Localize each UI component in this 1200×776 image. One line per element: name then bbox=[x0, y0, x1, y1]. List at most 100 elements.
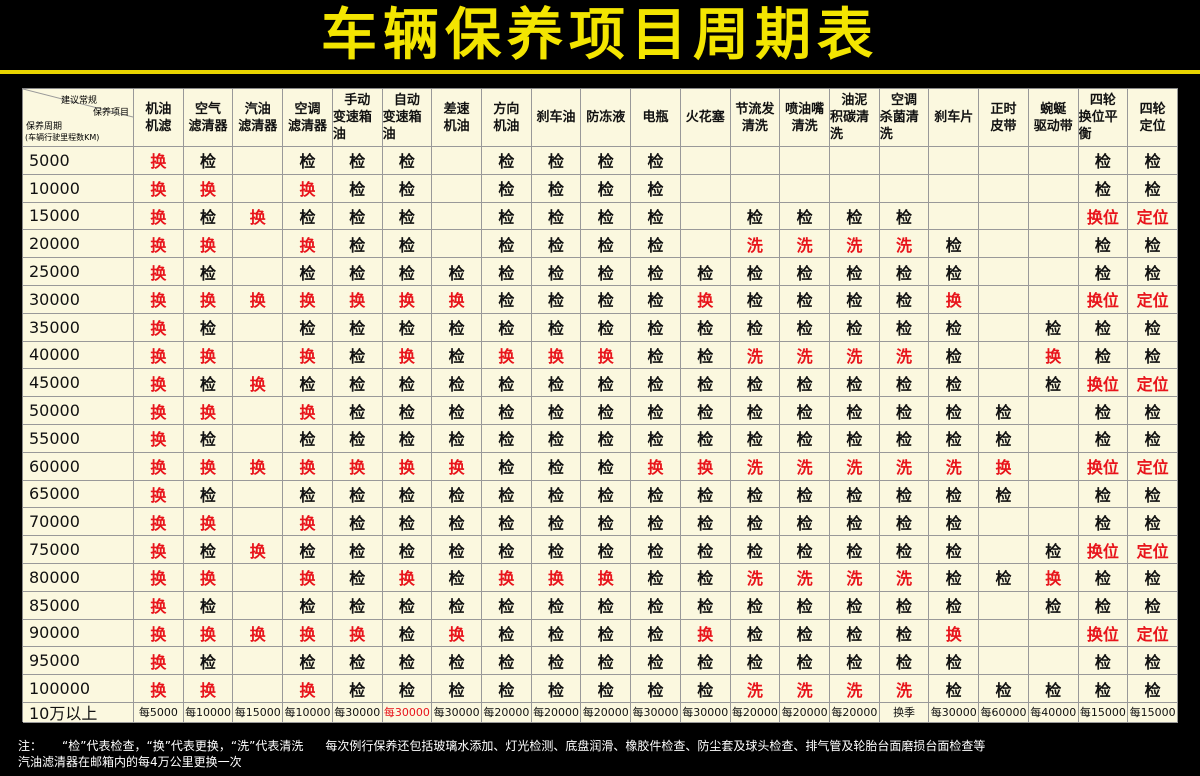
cell: 检 bbox=[1078, 230, 1129, 259]
cell: 换 bbox=[929, 619, 980, 648]
cell: 检 bbox=[1028, 313, 1079, 342]
cell: 检 bbox=[879, 536, 930, 564]
cell: 检 bbox=[879, 397, 930, 425]
cell: 检 bbox=[1078, 397, 1129, 425]
cell: 检 bbox=[332, 147, 383, 175]
cell: 检 bbox=[830, 369, 880, 398]
cell: 检 bbox=[680, 536, 731, 564]
cell: 检 bbox=[680, 424, 731, 453]
cell: 检 bbox=[432, 563, 482, 592]
cell: 检 bbox=[432, 536, 482, 564]
cell bbox=[929, 147, 980, 175]
column-header-line: 正时 bbox=[990, 101, 1017, 117]
cell bbox=[979, 230, 1029, 259]
cell: 检 bbox=[382, 424, 433, 453]
cell: 换 bbox=[382, 285, 433, 314]
legend-text: ”代表清洗 bbox=[249, 739, 304, 753]
cell: 检 bbox=[581, 480, 632, 509]
cell: 检 bbox=[283, 480, 333, 509]
cell: 检 bbox=[631, 424, 681, 453]
column-header: 自动 变速箱油 bbox=[382, 89, 433, 147]
cell: 检 bbox=[183, 369, 234, 398]
cell bbox=[233, 591, 284, 620]
column-header-line: 清洗 bbox=[791, 118, 818, 134]
title: 车辆保养项目周期表 bbox=[321, 3, 879, 68]
cell: 换 bbox=[134, 202, 184, 231]
cell: 检 bbox=[1078, 591, 1129, 620]
cell: 检 bbox=[1078, 258, 1129, 286]
cell: 检 bbox=[1128, 174, 1178, 203]
cell: 检 bbox=[680, 591, 731, 620]
cell: 检 bbox=[780, 508, 830, 537]
cell: 检 bbox=[581, 174, 632, 203]
cell: 检 bbox=[929, 230, 980, 259]
column-header: 喷油嘴 清洗 bbox=[780, 89, 830, 147]
cell: 检 bbox=[581, 147, 632, 175]
cell: 检 bbox=[581, 647, 632, 676]
cell: 检 bbox=[482, 313, 532, 342]
cell: 洗 bbox=[780, 675, 830, 703]
cell: 每60000 bbox=[979, 702, 1029, 723]
cell bbox=[233, 563, 284, 592]
cell: 检 bbox=[531, 285, 582, 314]
column-header-line: 防冻液 bbox=[586, 110, 626, 125]
cell: 检 bbox=[830, 424, 880, 453]
cell: 检 bbox=[482, 619, 532, 648]
cell: 检 bbox=[730, 508, 781, 537]
cell: 检 bbox=[929, 397, 980, 425]
cell: 检 bbox=[879, 647, 930, 676]
cell bbox=[830, 147, 880, 175]
cell: 检 bbox=[830, 258, 880, 286]
cell: 检 bbox=[382, 647, 433, 676]
row-label: 100000 bbox=[23, 675, 134, 703]
column-header-line: 换位平衡 bbox=[1078, 110, 1118, 142]
cell: 检 bbox=[581, 397, 632, 425]
cell: 洗 bbox=[879, 341, 930, 370]
row-label: 20000 bbox=[23, 230, 134, 259]
column-header-line: 机油 bbox=[443, 118, 470, 134]
cell bbox=[979, 258, 1029, 286]
column-header-line: 电瓶 bbox=[642, 110, 669, 125]
cell: 检 bbox=[382, 508, 433, 537]
column-header: 手动 变速箱油 bbox=[332, 89, 383, 147]
cell: 洗 bbox=[730, 675, 781, 703]
cell: 检 bbox=[183, 258, 234, 286]
cell bbox=[1028, 452, 1079, 481]
column-header: 差速 机油 bbox=[432, 89, 482, 147]
cell: 检 bbox=[183, 202, 234, 231]
row-label: 65000 bbox=[23, 480, 134, 509]
cell: 检 bbox=[183, 480, 234, 509]
cell bbox=[1028, 647, 1079, 676]
cell: 换 bbox=[134, 563, 184, 592]
cell: 检 bbox=[631, 480, 681, 509]
cell: 每15000 bbox=[1128, 702, 1178, 723]
cell: 换 bbox=[134, 397, 184, 425]
cell: 检 bbox=[332, 675, 383, 703]
cell: 换季 bbox=[879, 702, 930, 723]
cell: 检 bbox=[730, 202, 781, 231]
cell: 换 bbox=[183, 508, 234, 537]
cell: 洗 bbox=[730, 230, 781, 259]
cell: 换 bbox=[233, 369, 284, 398]
cell: 换 bbox=[233, 619, 284, 648]
cell: 每15000 bbox=[233, 702, 284, 723]
cell bbox=[1028, 147, 1079, 175]
cell: 换 bbox=[183, 285, 234, 314]
row-label: 5000 bbox=[23, 147, 134, 175]
cell: 检 bbox=[531, 258, 582, 286]
cell: 检 bbox=[730, 397, 781, 425]
cell: 检 bbox=[283, 369, 333, 398]
cell: 检 bbox=[929, 591, 980, 620]
cell: 检 bbox=[879, 313, 930, 342]
cell: 定位 bbox=[1128, 452, 1178, 481]
cell: 换 bbox=[134, 675, 184, 703]
cell: 检 bbox=[1078, 424, 1129, 453]
row-label: 50000 bbox=[23, 397, 134, 425]
cell: 检 bbox=[482, 480, 532, 509]
cell bbox=[929, 174, 980, 203]
cell: 检 bbox=[482, 452, 532, 481]
notes-line: 注： “检”代表检查，“换”代表更换，“洗”代表清洗 每次例行保养还包括玻璃水添加、… bbox=[18, 738, 985, 754]
cell: 换 bbox=[134, 591, 184, 620]
cell bbox=[680, 230, 731, 259]
cell: 换 bbox=[332, 285, 383, 314]
